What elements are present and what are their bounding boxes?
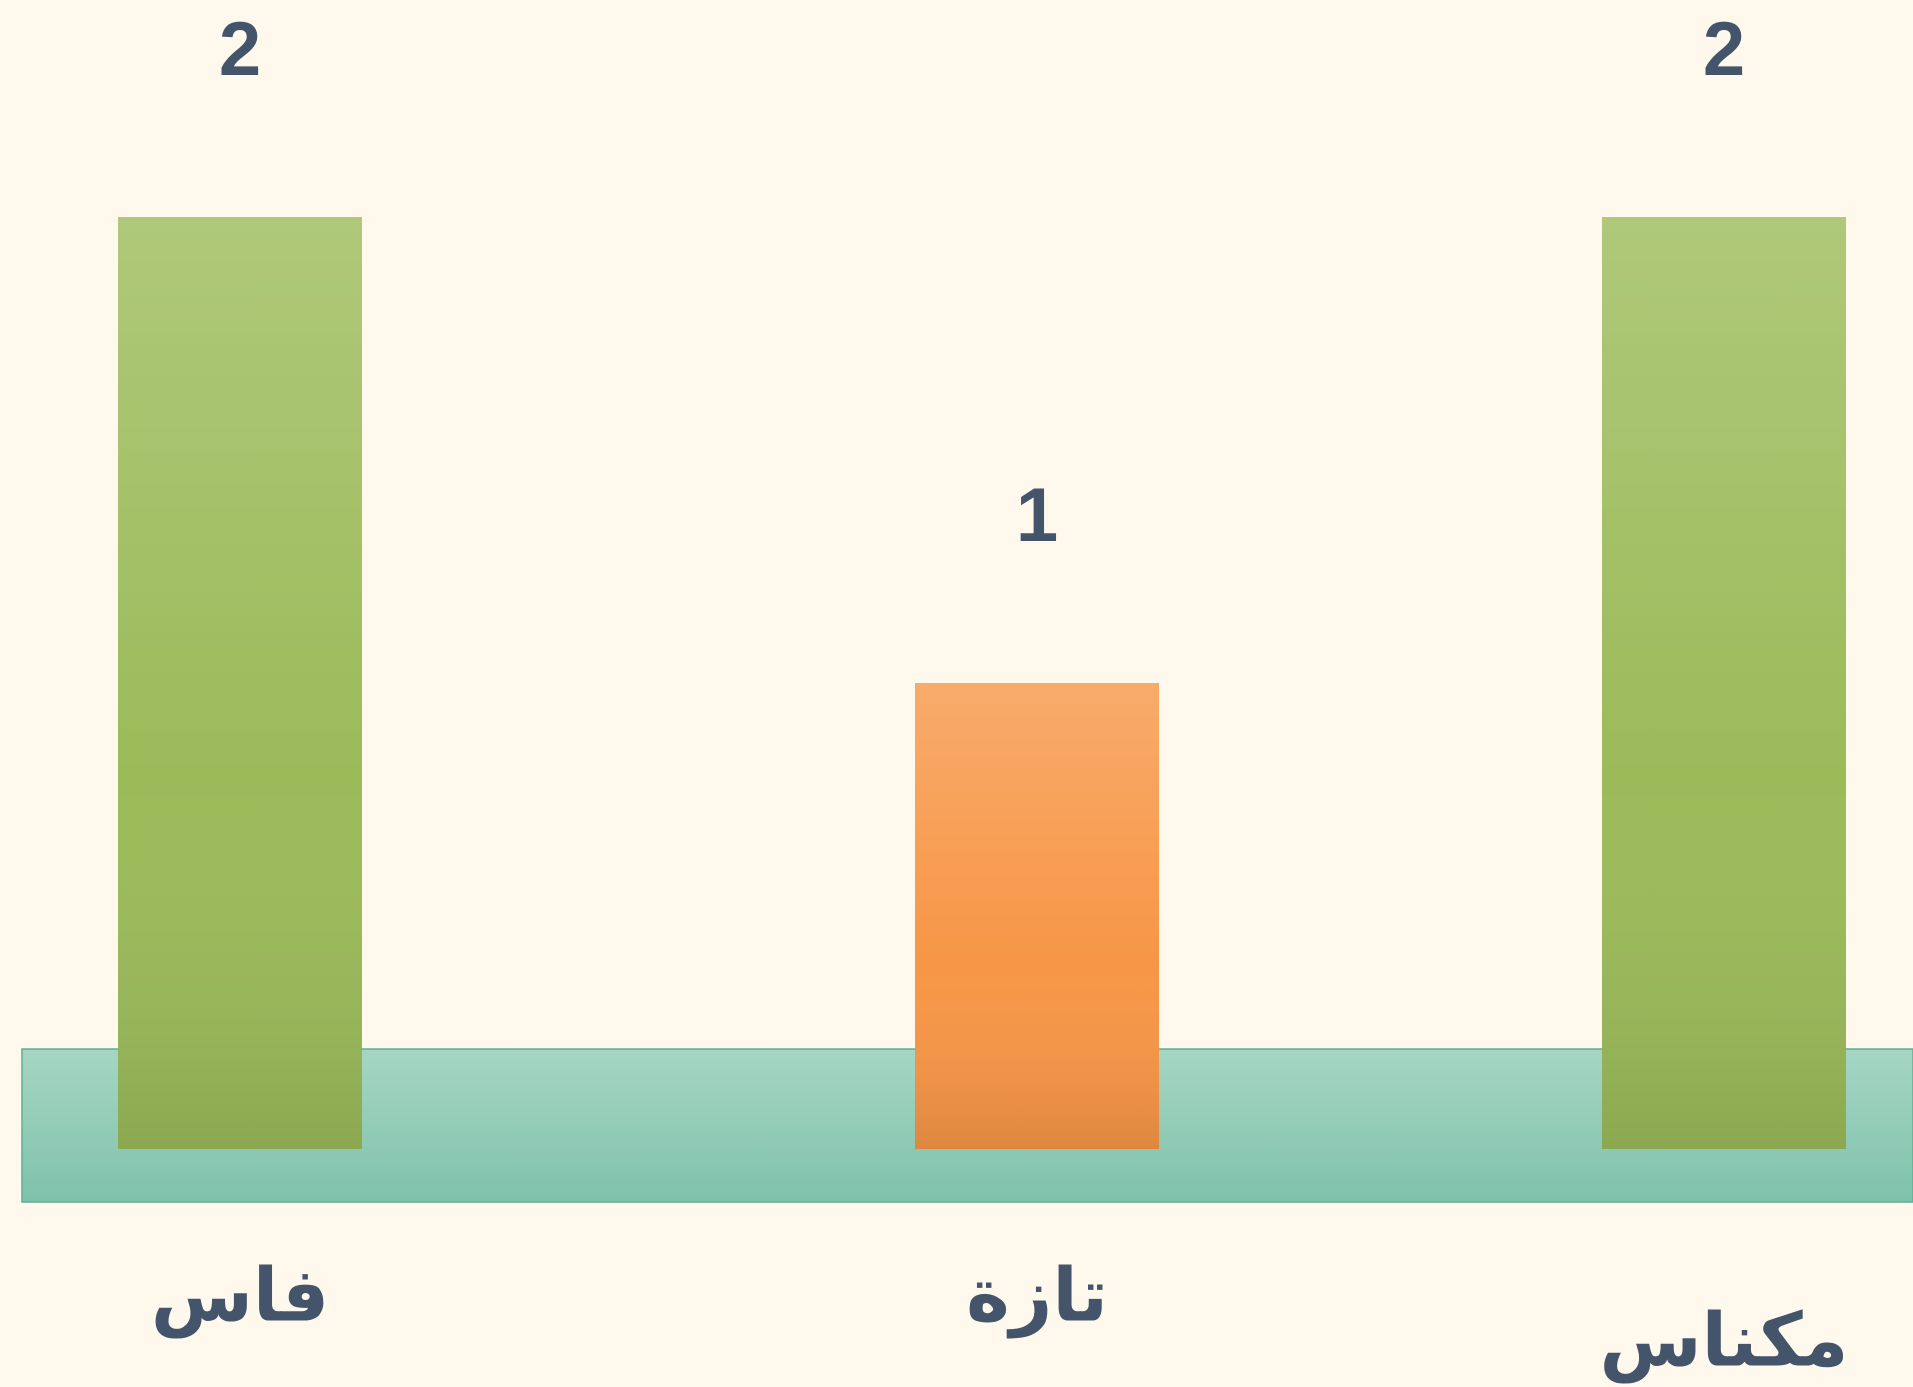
- bar-shine: [1602, 217, 1846, 1149]
- value-label: 2: [1703, 7, 1745, 92]
- category-label: فاس: [151, 1253, 329, 1339]
- category-label: مكناس: [1600, 1298, 1849, 1384]
- bar-shine: [118, 217, 362, 1149]
- value-label: 2: [219, 7, 261, 92]
- category-label: تازة: [966, 1253, 1108, 1339]
- value-label: 1: [1016, 473, 1058, 558]
- bar-shine: [915, 683, 1159, 1149]
